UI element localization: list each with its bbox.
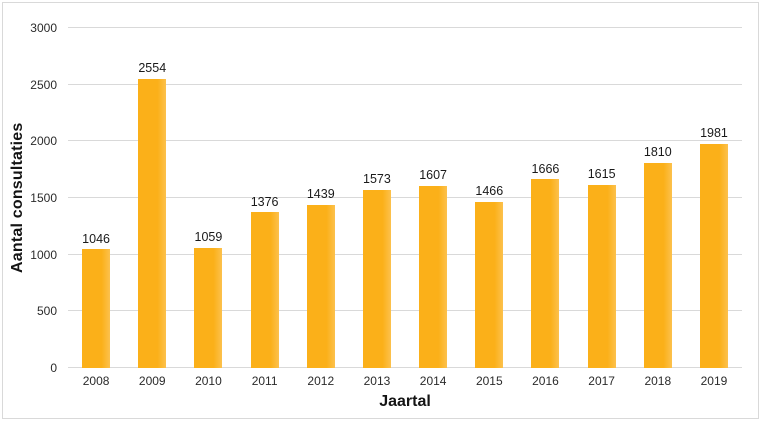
bar-slot: 1439 [293,28,349,368]
bar-slot: 1466 [461,28,517,368]
bar-slot: 1615 [574,28,630,368]
x-axis-tick-label: 2013 [363,374,391,388]
y-axis-tick-label: 1500 [30,191,57,205]
x-axis-tick-label: 2015 [475,374,503,388]
x-axis-tick-label: 2019 [700,374,728,388]
y-axis-title: Aantal consultaties [9,122,26,274]
x-axis-tick-label: 2016 [532,374,559,388]
bar-slot: 1046 [68,28,124,368]
bar-data-label: 1607 [419,168,448,183]
bar-slot: 1810 [630,28,686,368]
bar-2017 [587,184,616,368]
y-axis-tick-label: 0 [50,361,57,375]
x-axis-tick-label: 2014 [419,374,447,388]
bar-data-label: 1376 [250,194,279,209]
x-axis-tick-label: 2018 [644,374,672,388]
bar-data-label: 1981 [700,126,728,140]
y-axis-tick-label: 1000 [30,247,57,262]
x-axis-tick-labels: 2008 2009 2010 2011 2012 2013 2014 2015 2016 2017… [68,374,742,388]
bar-2010 [194,247,223,368]
bar-data-label: 1439 [306,187,335,202]
bars-layer: 1046 2554 1059 1376 1439 1573 1607 1466 1666 1615… [68,28,742,368]
y-axis-tick-label: 2500 [30,77,57,92]
bar-data-label: 1046 [82,231,110,246]
gridline [68,253,742,255]
bar-2008 [82,249,111,368]
gridline [68,140,742,142]
bar-slot: 1607 [405,28,461,368]
x-axis-tick-label: 2011 [251,374,278,388]
bar-slot: 2554 [124,28,180,368]
bar-data-label: 1466 [475,184,504,199]
gridline [68,83,742,85]
bar-data-label: 1615 [587,167,616,182]
bar-data-label: 1573 [363,172,391,187]
gridline [68,27,742,28]
bar-2018 [643,162,672,368]
bar-2015 [475,201,504,368]
gridline [68,367,742,368]
bar-2016 [531,179,560,368]
gridline [68,197,742,198]
x-axis-tick-label: 2008 [82,374,110,388]
x-axis-tick-label: 2009 [138,374,166,388]
bar-slot: 1573 [349,28,405,368]
y-axis-tick-label: 2000 [30,134,57,149]
bar-data-label: 1810 [643,145,672,160]
gridline [68,310,742,312]
x-axis-tick-label: 2012 [307,374,335,388]
bar-2012 [306,204,335,368]
bar-2011 [250,212,279,368]
y-axis-tick-label: 3000 [30,21,57,35]
bar-2013 [362,189,391,368]
y-axis-tick-label: 500 [36,304,57,319]
x-axis-tick-label: 2010 [195,374,222,388]
x-axis-title: Jaartal [379,393,431,410]
bar-data-label: 1059 [194,230,223,245]
bar-slot: 1666 [517,28,573,368]
bar-data-label: 2554 [138,61,167,76]
bar-slot: 1981 [686,28,742,368]
x-axis-tick-label: 2017 [588,374,615,388]
bar-slot: 1376 [237,28,293,368]
bar-2019 [699,143,728,368]
bar-slot: 1059 [180,28,236,368]
bar-2014 [419,185,448,368]
plot-area: 0 500 1000 1500 2000 2500 3000 1046 2554 1059 137… [30,21,742,375]
bar-2009 [138,78,167,368]
bar-data-label: 1666 [531,161,560,176]
